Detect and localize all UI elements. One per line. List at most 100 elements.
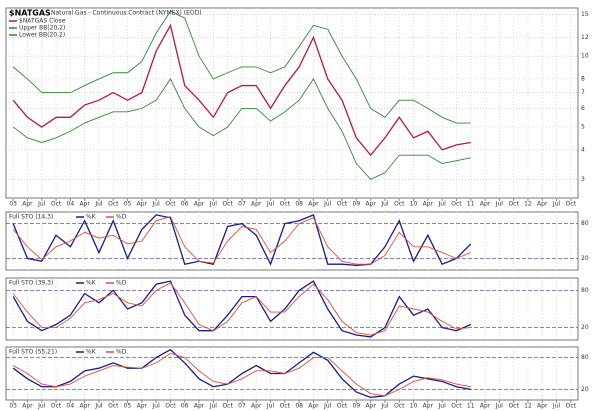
x-tick-label: Oct [280,201,291,208]
series-line [12,352,471,397]
y-tick-label: 20 [581,386,589,393]
series-line [12,214,472,267]
legend-label: $NATGAS Close [19,18,66,25]
x-tick-label: 07 [238,403,246,410]
x-tick-label: Jul [380,403,389,410]
series-line [12,348,471,399]
x-tick-label: Oct [566,403,577,410]
legend-label: %D [116,214,127,221]
x-tick-label: Jul [94,403,103,410]
x-tick-label: Oct [51,403,62,410]
x-tick-label: Apr [423,201,434,208]
series-line [12,282,471,336]
y-tick-label: 20 [581,255,589,262]
x-tick-label: 05 [124,201,132,208]
x-tick-label: 10 [410,201,418,208]
x-tick-label: 08 [295,403,303,410]
x-tick-label: Oct [394,403,405,410]
x-tick-label: 07 [238,201,246,208]
panel-frame [5,7,579,199]
x-tick-label: Oct [451,201,462,208]
x-tick-label: Apr [137,201,148,208]
x-tick-label: Oct [165,403,176,410]
x-tick-label: Apr [365,403,376,410]
x-tick-label: Oct [508,403,519,410]
x-tick-label: Apr [423,403,434,410]
x-tick-label: 03 [9,403,17,410]
x-tick-label: Jul [266,201,275,208]
x-tick-label: Apr [137,403,148,410]
legend-label: Upper BB(20,2) [19,25,65,32]
x-tick-label: Apr [79,201,90,208]
x-tick-label: 11 [467,201,475,208]
x-tick-label: Jul [438,403,447,410]
y-tick-label: 5 [581,124,585,131]
x-tick-label: Apr [22,403,33,410]
x-tick-label: Apr [365,201,376,208]
x-tick-label: 04 [67,403,75,410]
x-tick-label: Apr [251,403,262,410]
series-line [12,280,472,338]
y-tick-label: 7 [581,89,585,96]
legend-label: Lower BB(20,2) [19,32,65,39]
panel-frame [5,346,579,401]
legend-label: %K [86,214,97,221]
x-tick-label: Jul [438,201,447,208]
chart-title: $NATGAS [9,9,51,18]
x-tick-label: Oct [222,403,233,410]
x-tick-label: Apr [194,201,205,208]
x-tick-label: Oct [337,201,348,208]
panel-frame [5,211,579,271]
x-tick-label: Jul [209,403,218,410]
y-tick-label: 80 [581,287,589,294]
y-tick-label: 20 [581,324,589,331]
x-tick-label: Oct [337,403,348,410]
x-tick-label: Oct [451,403,462,410]
x-tick-label: Apr [308,403,319,410]
legend-label: %K [86,349,97,356]
x-tick-label: 08 [295,201,303,208]
legend-label: %D [116,349,127,356]
x-tick-label: 05 [124,403,132,410]
x-tick-label: Jul [266,403,275,410]
x-tick-label: Jul [552,403,561,410]
x-tick-label: Jul [323,403,332,410]
x-tick-label: Apr [194,403,205,410]
x-tick-label: Apr [251,201,262,208]
series-line [12,10,471,124]
x-tick-label: Jul [37,403,46,410]
x-tick-label: 04 [67,201,75,208]
legend-label: %K [86,280,97,287]
x-tick-label: Apr [480,403,491,410]
x-tick-label: 03 [9,201,17,208]
y-tick-label: 8 [581,75,585,82]
x-tick-label: 11 [467,403,475,410]
series-line [12,216,471,265]
panel-title: Full STO (39,3) [9,280,53,287]
y-tick-label: 10 [581,53,589,60]
x-tick-label: Oct [508,201,519,208]
y-tick-label: 12 [581,34,589,41]
x-tick-label: Jul [495,403,504,410]
x-tick-label: Oct [280,403,291,410]
x-tick-label: Oct [394,201,405,208]
x-tick-label: Oct [222,201,233,208]
x-tick-label: 06 [181,403,189,410]
x-tick-label: Jul [323,201,332,208]
x-tick-label: 12 [524,403,532,410]
panel-title: Full STO (55,21) [9,349,57,356]
y-tick-label: 6 [581,105,585,112]
x-tick-label: Apr [79,403,90,410]
y-tick-label: 3 [581,176,585,183]
x-tick-label: Jul [94,201,103,208]
series-line [12,23,471,157]
x-tick-label: 09 [353,403,361,410]
x-tick-label: 10 [410,403,418,410]
panel-title: Full STO (14,3) [9,214,53,221]
x-tick-label: Apr [22,201,33,208]
x-tick-label: Oct [51,201,62,208]
series-line [12,78,471,180]
y-tick-label: 80 [581,354,589,361]
